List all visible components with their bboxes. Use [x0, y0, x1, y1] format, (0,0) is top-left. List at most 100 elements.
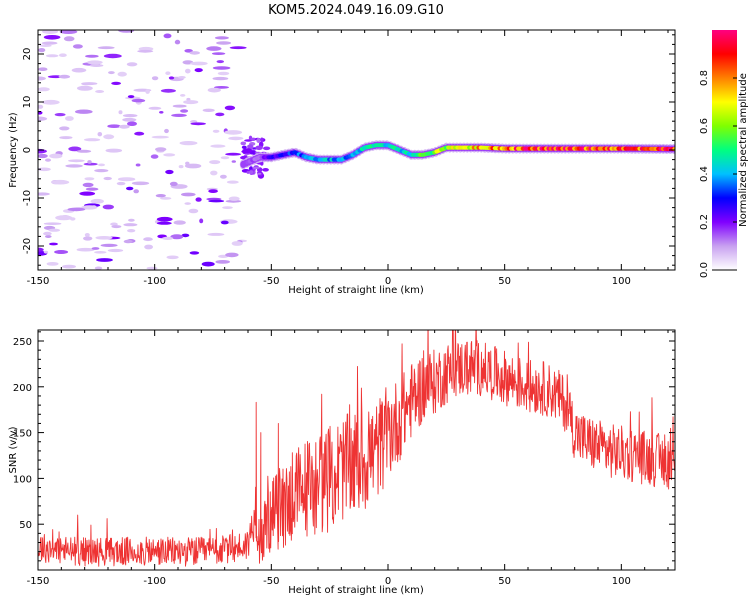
noise-blob [59, 126, 70, 131]
noise-blob [76, 247, 95, 252]
noise-blob [169, 181, 178, 187]
noise-blob [81, 82, 98, 86]
noise-blob [127, 121, 137, 126]
figure-title: KOM5.2024.049.16.09.G10 [268, 3, 444, 18]
noise-blob [135, 163, 141, 167]
noise-blob [38, 247, 44, 252]
spectrogram-marks [38, 30, 675, 270]
noise-blob [98, 163, 105, 167]
noise-blob [151, 135, 169, 139]
noise-blob [123, 223, 138, 227]
onset-blob [260, 137, 264, 142]
noise-blob [45, 54, 59, 58]
noise-blob [126, 186, 134, 191]
noise-blob [54, 113, 66, 117]
noise-blob [122, 177, 131, 181]
noise-blob [41, 41, 58, 45]
noise-blob [100, 243, 118, 247]
noise-blob [155, 194, 166, 198]
spectrogram-y-tick-label: 20 [22, 48, 33, 61]
noise-blob [110, 222, 118, 226]
noise-blob [172, 104, 187, 108]
noise-blob [222, 206, 233, 210]
noise-blob [211, 52, 226, 55]
noise-blob [76, 149, 92, 153]
noise-blob [38, 76, 46, 81]
noise-blob [190, 61, 208, 66]
noise-blob [87, 160, 92, 164]
noise-blob [201, 261, 215, 267]
noise-blob [210, 144, 226, 148]
snr-x-tick-label: -50 [263, 576, 279, 587]
noise-blob [138, 46, 154, 51]
noise-blob [38, 67, 48, 71]
noise-blob [180, 109, 189, 113]
noise-blob [72, 44, 83, 49]
snr-y-tick-label: 200 [13, 383, 32, 394]
noise-blob [86, 60, 103, 65]
noise-blob [180, 94, 186, 97]
onset-blob [246, 170, 250, 174]
noise-blob [160, 197, 172, 200]
noise-blob [127, 95, 135, 99]
noise-blob [122, 117, 137, 122]
snr-y-tick-label: 250 [13, 337, 32, 348]
noise-blob [41, 99, 60, 105]
noise-blob [145, 89, 150, 94]
noise-blob [105, 148, 123, 153]
spectrogram-x-tick-label: 100 [612, 276, 631, 287]
noise-blob [43, 231, 52, 236]
snr-frame [37, 329, 676, 571]
noise-blob [58, 74, 71, 79]
noise-blob [83, 236, 93, 241]
noise-blob [184, 202, 191, 205]
noise-blob [190, 122, 206, 126]
snr-x-tick-label: 50 [498, 576, 511, 587]
noise-blob [65, 164, 83, 168]
onset-blob [252, 166, 260, 169]
noise-blob [96, 258, 113, 262]
noise-blob [226, 180, 239, 184]
noise-blob [208, 199, 225, 203]
noise-blob [185, 161, 190, 166]
noise-blob [202, 108, 215, 113]
snr-x-tick-label: -150 [27, 576, 50, 587]
noise-blob [220, 174, 227, 179]
noise-blob [170, 234, 184, 240]
snr-line [38, 330, 675, 567]
colorbar-ticks: 0.0 0.2 0.4 0.6 0.8 [699, 70, 737, 278]
noise-blob [164, 128, 169, 134]
noise-blob [38, 104, 44, 109]
colorbar: 0.0 0.2 0.4 0.6 0.8 Normalized spectral ampl… [699, 30, 749, 278]
snr-xlabel: Height of straight line (km) [288, 585, 424, 596]
noise-blob [178, 76, 186, 79]
noise-blob [127, 229, 136, 233]
colorbar-tick-label: 0.0 [699, 262, 710, 278]
noise-blob [128, 218, 135, 222]
noise-blob [210, 170, 218, 176]
noise-blob [77, 85, 93, 91]
noise-blob [85, 54, 99, 58]
noise-blob [229, 46, 247, 50]
noise-blob [165, 71, 171, 75]
noise-blob [43, 222, 62, 225]
noise-blob [103, 53, 122, 59]
noise-blob [216, 60, 224, 64]
onset-blob [262, 168, 269, 172]
noise-blob [75, 109, 93, 114]
noise-blob [131, 98, 146, 103]
noise-blob [51, 179, 70, 185]
snr-marks [38, 330, 675, 567]
noise-blob [194, 68, 203, 73]
noise-blob [161, 236, 174, 240]
noise-blob [62, 264, 76, 269]
onset-blob [256, 138, 261, 143]
noise-blob [89, 64, 104, 67]
noise-blob [163, 33, 172, 39]
onset-blob [248, 170, 254, 175]
noise-blob [91, 247, 100, 250]
noise-blob [103, 176, 112, 181]
noise-blob [103, 134, 115, 140]
snr-x-tick-label: 0 [385, 576, 391, 587]
